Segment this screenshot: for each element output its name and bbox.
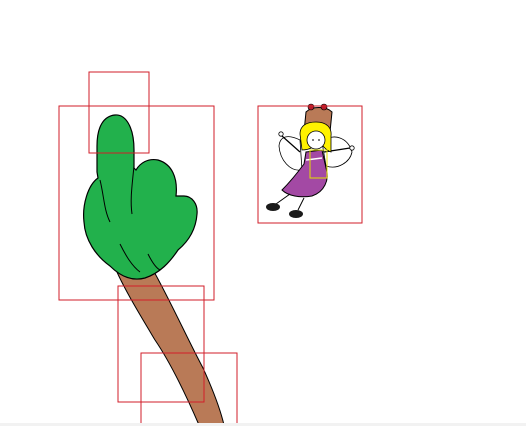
fairy-sprite (266, 103, 355, 218)
hand-crease-line-2 (147, 253, 161, 271)
fairy-left-leg (275, 193, 291, 205)
fairy-core-hitbox (309, 149, 328, 179)
fairy-hat-eye-left (307, 103, 315, 111)
hitbox-fairy (257, 105, 363, 224)
hitbox-arm-upper (117, 285, 205, 403)
hand-sprite (83, 114, 198, 280)
hitbox-layer (58, 71, 363, 426)
fairy-right-leg (297, 197, 305, 211)
arm-sprite (115, 267, 225, 426)
fairy-face (306, 130, 326, 150)
fairy-dress (281, 149, 328, 198)
hand-knuckle-line (99, 179, 111, 223)
bottom-strip (0, 423, 526, 426)
hand-finger-line (130, 165, 135, 215)
hand-fist (83, 114, 198, 280)
fairy-left-wing (278, 136, 303, 171)
fairy-right-arm (323, 147, 351, 153)
fairy-right-shoe (289, 210, 303, 218)
fairy-hat-eye-right (320, 103, 328, 111)
fairy-left-shoe (266, 203, 280, 211)
hitbox-finger (88, 71, 150, 154)
hand-crease-line (119, 243, 141, 273)
fairy-left-arm (281, 135, 301, 153)
hitbox-hand (58, 105, 215, 301)
fairy-dress-trim (305, 157, 323, 161)
